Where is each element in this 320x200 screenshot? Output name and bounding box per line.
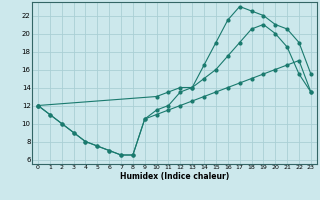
X-axis label: Humidex (Indice chaleur): Humidex (Indice chaleur)	[120, 172, 229, 181]
